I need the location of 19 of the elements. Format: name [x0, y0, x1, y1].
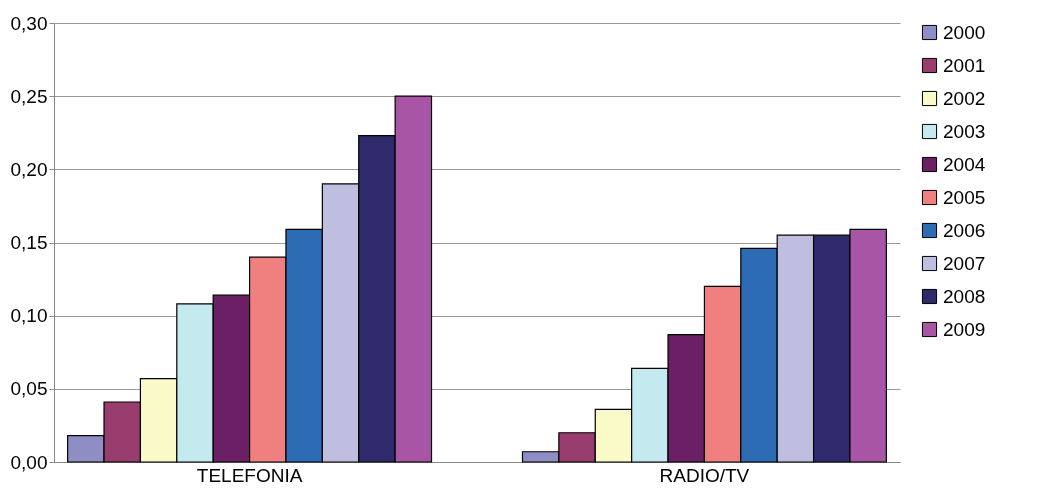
legend-label: 2003	[943, 120, 986, 142]
legend-label: 2001	[943, 54, 986, 76]
legend-label: 2006	[943, 219, 986, 241]
y-tick-label: 0,00	[10, 451, 48, 473]
y-tick-label: 0,30	[10, 12, 48, 34]
legend-label: 2009	[943, 318, 986, 340]
y-tick-label: 0,15	[10, 232, 48, 253]
y-tick-label: 0,20	[10, 158, 48, 180]
y-tick-label: 0,10	[10, 305, 48, 327]
legend-label: 2004	[943, 153, 986, 175]
legend-label: 2008	[943, 285, 986, 307]
x-tick-label: RADIO/TV	[659, 464, 750, 486]
legend-label: 2002	[943, 87, 986, 109]
legend-label: 2005	[943, 186, 986, 208]
x-tick-label: TELEFONIA	[196, 464, 303, 486]
y-tick-label: 0,05	[10, 378, 48, 400]
legend-label: 2000	[943, 21, 986, 43]
y-tick-label: 0,25	[10, 85, 48, 107]
legend-label: 2007	[943, 252, 986, 274]
